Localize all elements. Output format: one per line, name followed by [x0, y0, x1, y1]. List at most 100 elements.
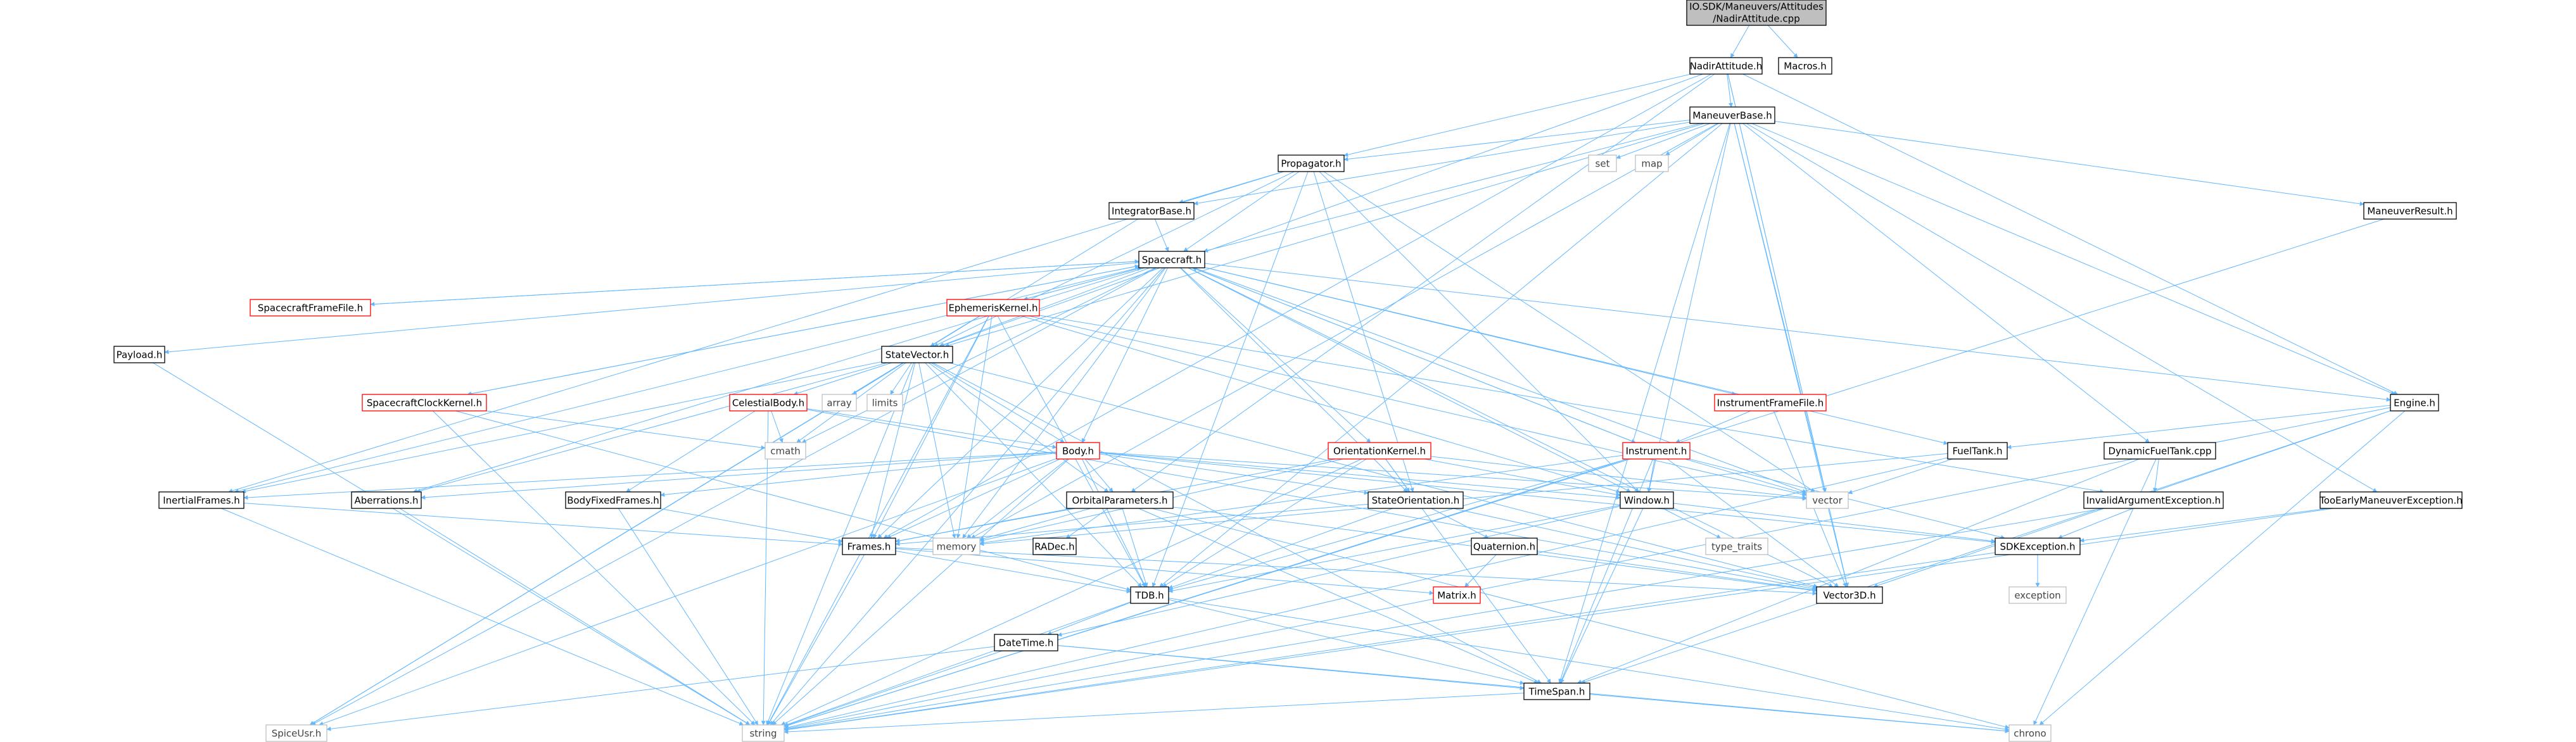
node-inertial[interactable]: InertialFrames.h: [158, 491, 244, 509]
node-label-quaternion: Quaternion.h: [1473, 541, 1535, 553]
node-orbital[interactable]: OrbitalParameters.h: [1066, 491, 1174, 509]
node-box-frames: [842, 538, 896, 555]
edge-mbase-to-timespan: [1558, 123, 1730, 684]
edge-tdb-to-string: [784, 601, 1131, 727]
edge-scclock-to-tdb: [455, 410, 1131, 591]
node-vector3d[interactable]: Vector3D.h: [1816, 586, 1883, 604]
node-body[interactable]: Body.h: [1056, 442, 1100, 460]
node-label-typetraits: type_traits: [1711, 541, 1762, 553]
node-quaternion[interactable]: Quaternion.h: [1471, 538, 1538, 555]
node-label-inertial: InertialFrames.h: [163, 495, 240, 506]
node-vector[interactable]: vector: [1806, 491, 1849, 509]
node-intbase[interactable]: IntegratorBase.h: [1108, 202, 1195, 220]
node-invarg[interactable]: InvalidArgumentException.h: [2083, 491, 2224, 509]
edge-invarg-to-sdkexc: [2057, 508, 2133, 539]
node-ephem[interactable]: EphemerisKernel.h: [946, 299, 1040, 317]
node-statevec[interactable]: StateVector.h: [881, 346, 953, 363]
node-matrix[interactable]: Matrix.h: [1433, 586, 1481, 604]
node-typetraits[interactable]: type_traits: [1705, 538, 1768, 555]
node-datetime[interactable]: DateTime.h: [994, 634, 1058, 651]
node-array[interactable]: array: [822, 394, 857, 412]
node-box-statevec: [881, 346, 953, 363]
node-celestial[interactable]: CelestialBody.h: [729, 394, 808, 412]
node-instrument[interactable]: Instrument.h: [1622, 442, 1691, 460]
node-label-vector: vector: [1812, 495, 1843, 506]
node-scclock[interactable]: SpacecraftClockKernel.h: [362, 394, 487, 412]
node-label-nadir: NadirAttitude.h: [1690, 61, 1763, 72]
node-orientk[interactable]: OrientationKernel.h: [1328, 442, 1431, 460]
node-instrframe[interactable]: InstrumentFrameFile.h: [1714, 394, 1827, 412]
edge-mbase-to-vector: [1734, 123, 1827, 493]
node-tooearly[interactable]: TooEarlyManeuverException.h: [2319, 491, 2463, 509]
edge-ephem-to-frames: [873, 315, 989, 539]
node-label-celestial: CelestialBody.h: [732, 398, 804, 409]
node-frames[interactable]: Frames.h: [842, 538, 896, 555]
node-string[interactable]: string: [742, 724, 785, 742]
edge-nadir-to-statevec: [939, 73, 1703, 348]
node-label-instrframe: InstrumentFrameFile.h: [1717, 398, 1824, 409]
node-macros[interactable]: Macros.h: [1778, 57, 1832, 75]
edge-ephem-to-string: [767, 315, 989, 726]
edge-nadir-to-engine: [1742, 73, 2399, 395]
node-label-dynfuel: DynamicFuelTank.cpp: [2109, 446, 2212, 457]
node-spiceusr[interactable]: SpiceUsr.h: [265, 724, 327, 742]
node-spacecraft[interactable]: Spacecraft.h: [1138, 251, 1205, 268]
node-dynfuel[interactable]: DynamicFuelTank.cpp: [2103, 442, 2216, 460]
edge-frames-to-vector3d: [895, 547, 1817, 596]
node-mresult[interactable]: ManeuverResult.h: [2363, 202, 2457, 220]
node-box-spacecraft: [1138, 251, 1205, 268]
node-sdkexc[interactable]: SDKException.h: [1995, 538, 2081, 555]
node-tdb[interactable]: TDB.h: [1130, 586, 1169, 604]
node-label-tdb: TDB.h: [1134, 590, 1164, 601]
edge-body-to-bodyfixed: [660, 453, 1057, 497]
node-limits[interactable]: limits: [866, 394, 903, 412]
edge-spacecraft-to-cmath: [801, 267, 1155, 443]
edge-propagator-to-window: [1319, 171, 1639, 493]
edge-scclock-to-cmath: [486, 410, 766, 450]
node-map[interactable]: map: [1635, 154, 1669, 172]
node-box-vector3d: [1816, 586, 1883, 604]
node-propagator[interactable]: Propagator.h: [1278, 154, 1345, 172]
node-mbase[interactable]: ManeuverBase.h: [1689, 106, 1775, 124]
node-label-memory: memory: [937, 541, 977, 553]
node-payload[interactable]: Payload.h: [113, 346, 165, 363]
node-window[interactable]: Window.h: [1620, 491, 1674, 509]
node-box-exception: [2008, 586, 2067, 604]
node-timespan[interactable]: TimeSpan.h: [1523, 682, 1590, 700]
edge-spacecraft-to-memory: [962, 267, 1166, 539]
edge-instrument-to-tdb: [1168, 458, 1628, 591]
node-aberr[interactable]: Aberrations.h: [351, 491, 422, 509]
edge-orbital-to-tdb: [1122, 508, 1148, 588]
node-stateorient[interactable]: StateOrientation.h: [1367, 491, 1464, 509]
node-root[interactable]: IO.SDK/Maneuvers/Attitudes/NadirAttitude…: [1686, 0, 1827, 26]
node-set[interactable]: set: [1588, 154, 1617, 172]
edge-body-to-inertial: [243, 451, 1057, 500]
node-radec[interactable]: RADec.h: [1032, 538, 1077, 555]
node-engine[interactable]: Engine.h: [2390, 394, 2439, 412]
node-chrono[interactable]: chrono: [2008, 724, 2052, 742]
edge-window-to-timespan: [1560, 508, 1644, 684]
node-label-intbase: IntegratorBase.h: [1112, 206, 1191, 217]
node-exception[interactable]: exception: [2008, 586, 2067, 604]
edge-statevec-to-frames: [870, 362, 916, 539]
edge-propagator-to-statevec: [934, 171, 1295, 347]
edge-frames-to-string: [767, 554, 865, 726]
edge-engine-to-string: [784, 407, 2391, 731]
node-memory[interactable]: memory: [932, 538, 980, 555]
edge-orientk-to-window: [1424, 458, 1621, 497]
edge-engine-to-timespan: [1580, 410, 2391, 684]
node-box-vector: [1806, 491, 1849, 509]
node-scframe[interactable]: SpacecraftFrameFile.h: [250, 299, 371, 317]
edge-mbase-to-dynfuel: [1742, 123, 2150, 443]
node-label-scclock: SpacecraftClockKernel.h: [367, 398, 482, 409]
node-label-vector3d: Vector3D.h: [1823, 590, 1875, 601]
node-bodyfixed[interactable]: BodyFixedFrames.h: [565, 491, 661, 509]
edge-statevec-to-vector3d: [949, 362, 1818, 588]
node-fueltank[interactable]: FuelTank.h: [1947, 442, 2008, 460]
edge-dynfuel-to-timespan: [1577, 458, 2140, 684]
node-cmath[interactable]: cmath: [765, 442, 806, 460]
node-nadir[interactable]: NadirAttitude.h: [1689, 57, 1763, 75]
edge-celestial-to-cmath: [771, 410, 784, 443]
node-label-mbase: ManeuverBase.h: [1692, 110, 1772, 122]
node-label-limits: limits: [872, 398, 898, 409]
